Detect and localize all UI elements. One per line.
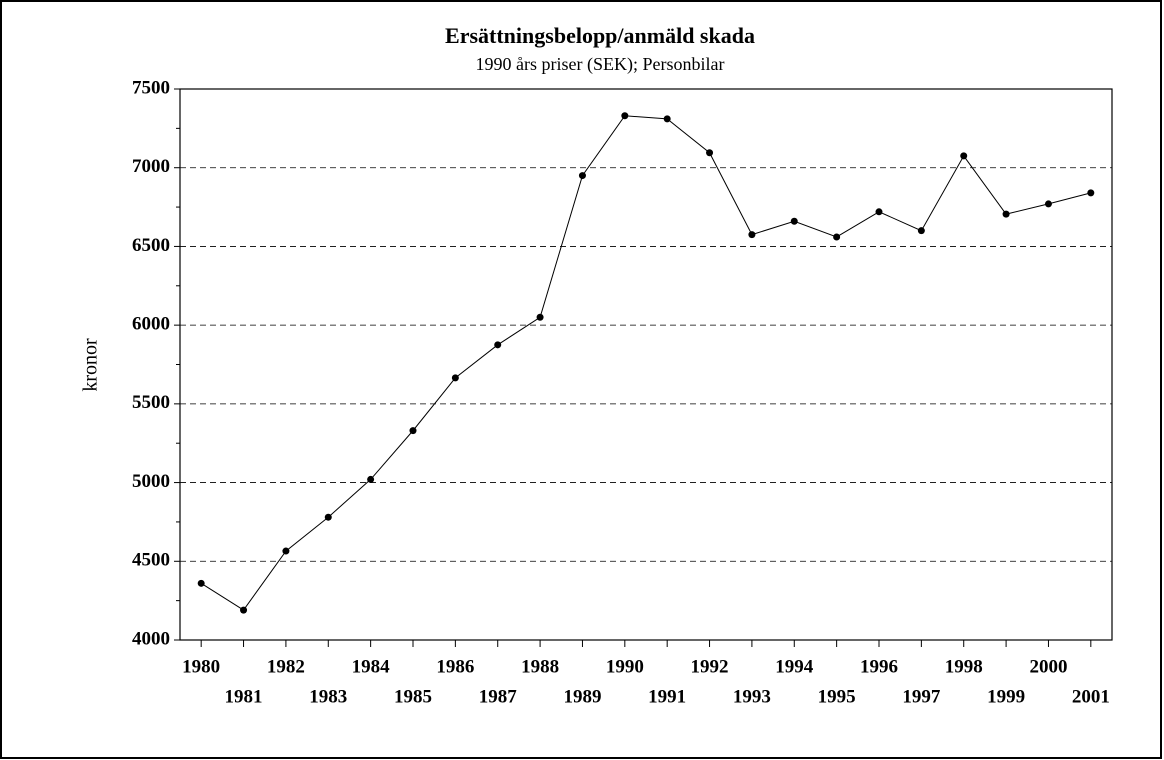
chart-title: Ersättningsbelopp/anmäld skada <box>445 23 755 48</box>
y-tick-label: 5500 <box>132 392 170 413</box>
point <box>917 227 925 235</box>
plot-area <box>179 88 1113 641</box>
point <box>409 427 417 435</box>
point <box>875 208 883 216</box>
point <box>324 513 332 521</box>
x-tick-label: 1991 <box>648 686 686 707</box>
x-tick-label: 1995 <box>818 686 856 707</box>
point <box>833 233 841 241</box>
line <box>200 115 1091 611</box>
x-tick-label: 2001 <box>1072 686 1110 707</box>
x-tick-label: 1993 <box>733 686 771 707</box>
y-tick-label: 6500 <box>132 235 170 256</box>
point <box>748 231 756 239</box>
point <box>536 313 544 321</box>
point <box>790 217 798 225</box>
point <box>663 115 671 123</box>
x-tick-label: 1982 <box>267 656 305 677</box>
point <box>494 341 502 349</box>
x-tick-label: 1981 <box>225 686 263 707</box>
x-tick-label: 1989 <box>563 686 601 707</box>
x-tick-label: 1983 <box>309 686 347 707</box>
x-tick-label: 1980 <box>182 656 220 677</box>
point <box>240 606 248 614</box>
x-tick-label: 1987 <box>479 686 518 707</box>
x-tick-label: 1992 <box>691 656 729 677</box>
y-axis-label: kronor <box>80 338 102 392</box>
x-tick-label: 1998 <box>945 656 983 677</box>
point <box>621 112 629 120</box>
point <box>197 579 205 587</box>
point <box>1044 200 1052 208</box>
chart-subtitle: 1990 års priser (SEK); Personbilar <box>476 54 725 75</box>
x-tick-label: 2000 <box>1029 656 1067 677</box>
x-tick-label: 1984 <box>352 656 391 677</box>
y-tick-label: 5000 <box>132 471 170 492</box>
x-tick-label: 1999 <box>987 686 1025 707</box>
x-tick-label: 1990 <box>606 656 644 677</box>
point <box>706 149 714 157</box>
x-tick-label: 1994 <box>775 656 814 677</box>
y-tick-label: 6000 <box>132 314 170 335</box>
point <box>367 475 375 483</box>
point <box>960 152 968 160</box>
y-tick-label: 7500 <box>132 77 170 98</box>
y-tick-label: 7000 <box>132 156 170 177</box>
y-tick-label: 4500 <box>132 550 170 571</box>
point <box>578 172 586 180</box>
point <box>282 547 290 555</box>
x-tick-label: 1996 <box>860 656 898 677</box>
point <box>1087 189 1095 197</box>
y-tick-label: 4000 <box>132 628 170 649</box>
point <box>451 374 459 382</box>
x-tick-label: 1985 <box>394 686 432 707</box>
x-tick-label: 1986 <box>436 656 474 677</box>
point <box>1002 210 1010 218</box>
x-tick-label: 1997 <box>902 686 941 707</box>
x-tick-label: 1988 <box>521 656 559 677</box>
